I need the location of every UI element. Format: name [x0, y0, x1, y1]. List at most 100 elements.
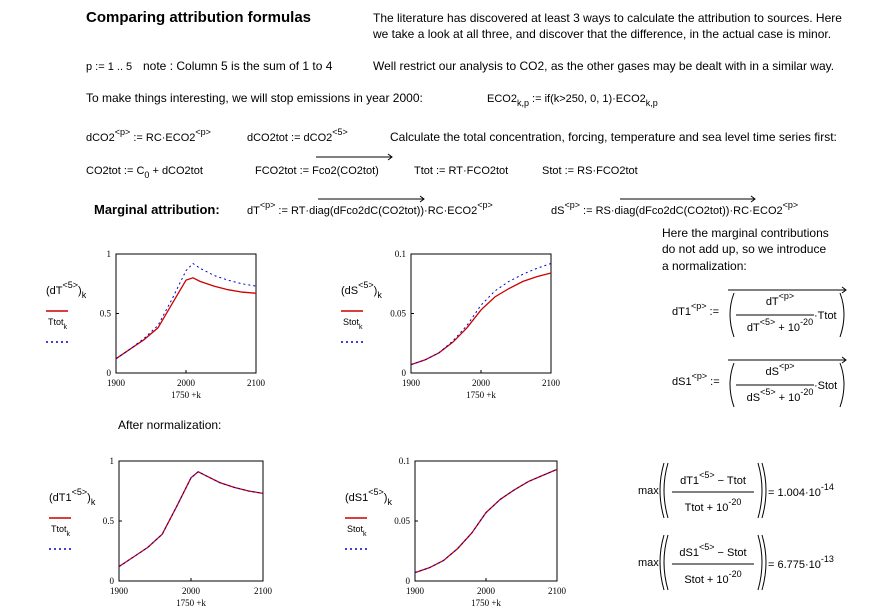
script: k — [387, 497, 392, 507]
script: <p> — [260, 200, 276, 210]
x-tick-label: 2000 — [177, 378, 196, 388]
math-part: dT1 — [672, 306, 691, 318]
restrict: Well restrict our analysis to CO2, as th… — [373, 59, 834, 73]
math-part: − Stot — [715, 547, 747, 559]
math-part: := RS·diag(dFco2dC(CO2tot))·RC·ECO2 — [580, 205, 783, 217]
math-part: − Ttot — [715, 475, 746, 487]
y-tick-label: 0 — [107, 368, 112, 378]
math-part: dS1 — [679, 547, 699, 559]
y-tick-label: 0.5 — [103, 516, 115, 526]
script: <p> — [783, 200, 799, 210]
script: <5> — [760, 387, 776, 397]
series-line — [414, 468, 558, 574]
math: dCO2tot := dCO2<5> — [247, 127, 348, 144]
y-tick-label: 1 — [107, 249, 112, 259]
func: max — [638, 485, 659, 497]
math: (dT1<5>)k — [49, 487, 96, 507]
script: k — [363, 531, 367, 538]
math: CO2tot := C0 + dCO2tot — [86, 165, 203, 180]
y-tick-label: 0.1 — [395, 249, 406, 259]
arrow-head — [841, 356, 847, 364]
y-tick-label: 0.1 — [399, 456, 410, 466]
script: k — [64, 324, 68, 331]
math-part: := RT·diag(dFco2dC(CO2tot))·RC·ECO2 — [275, 205, 477, 217]
arrow-head — [750, 195, 756, 203]
script: <p> — [477, 200, 493, 210]
script: <p> — [115, 127, 131, 137]
series-line — [410, 263, 552, 366]
paren — [757, 462, 767, 519]
math-part: ECO2 — [487, 93, 517, 105]
x-axis-label: 1750 +k — [466, 390, 496, 400]
math: = 6.775·10-13 — [768, 554, 834, 571]
math-part: + dCO2tot — [149, 165, 203, 177]
script: <5> — [72, 487, 88, 497]
paren — [729, 292, 735, 338]
paren — [659, 534, 669, 591]
math-part: ) — [87, 492, 91, 504]
series-line — [115, 262, 257, 360]
math-part: dT — [766, 296, 779, 308]
y-tick-label: 1 — [110, 456, 115, 466]
script: -20 — [729, 569, 742, 579]
script: <p> — [564, 200, 580, 210]
math: dS1<5> − Stot — [679, 542, 746, 559]
factor: ·Stot — [814, 380, 837, 392]
math-part: Stot + 10 — [684, 574, 728, 586]
math: Ttotk — [48, 317, 68, 331]
math-part: dS — [747, 392, 760, 404]
math: Stot := RS·FCO2tot — [542, 165, 638, 177]
x-tick-label: 1900 — [110, 586, 129, 596]
math-part: + 10 — [776, 392, 801, 404]
math: Ttot + 10-20 — [685, 497, 742, 514]
math-part: (dT — [46, 285, 63, 297]
math-part: Stot — [343, 317, 360, 327]
marginal-label: Marginal attribution: — [94, 202, 220, 217]
decorations — [316, 153, 847, 591]
script: <p> — [779, 361, 795, 371]
y-tick-label: 0 — [110, 576, 115, 586]
paren — [729, 362, 735, 408]
script: <5> — [332, 127, 348, 137]
after-label: After normalization: — [118, 418, 221, 432]
math: dT1<p> := — [672, 301, 719, 318]
math-part: := if(k>250, 0, 1)·ECO2 — [529, 93, 646, 105]
arrow-head — [841, 286, 847, 294]
x-axis-label: 1750 +k — [471, 598, 501, 608]
math-part: dT1 — [680, 475, 699, 487]
math: dS1<p> := — [672, 371, 720, 388]
math-part: + 10 — [775, 322, 800, 334]
paren — [659, 462, 669, 519]
math: dS<p> := RS·diag(dFco2dC(CO2tot))·RC·ECO… — [551, 200, 798, 217]
math: Ttot := RT·FCO2tot — [414, 165, 508, 177]
math: Stot + 10-20 — [684, 569, 741, 586]
math-part: = 1.004·10 — [768, 487, 821, 499]
paren — [839, 292, 845, 338]
y-tick-label: 0.05 — [390, 309, 406, 319]
script: -14 — [821, 482, 834, 492]
script: <5> — [368, 487, 384, 497]
math-part: ) — [374, 285, 378, 297]
math-part: (dS — [341, 285, 358, 297]
math-part: := — [707, 306, 720, 318]
x-tick-label: 1900 — [107, 378, 126, 388]
intro-line: we take a look at all three, and discove… — [372, 27, 831, 41]
math: dT1<5> − Ttot — [680, 470, 746, 487]
math-part: ) — [78, 285, 82, 297]
math-part: (dT1 — [49, 492, 72, 504]
script: -20 — [800, 317, 813, 327]
math-part: Stot — [347, 524, 364, 534]
math-part: ) — [384, 492, 388, 504]
math: Ttotk — [51, 524, 71, 538]
math: Stotk — [347, 524, 367, 538]
math: dS<5> + 10-20 — [747, 387, 814, 404]
series-line — [115, 277, 257, 360]
intro-line: The literature has discovered at least 3… — [373, 11, 842, 25]
math: (dS<5>)k — [341, 280, 382, 300]
title: Comparing attribution formulas — [86, 9, 311, 26]
script: <p> — [779, 291, 795, 301]
math-part: FCO2tot := Fco2(CO2tot) — [255, 165, 379, 177]
math-part: dT — [747, 322, 760, 334]
math-part: Ttot + 10 — [685, 502, 729, 514]
